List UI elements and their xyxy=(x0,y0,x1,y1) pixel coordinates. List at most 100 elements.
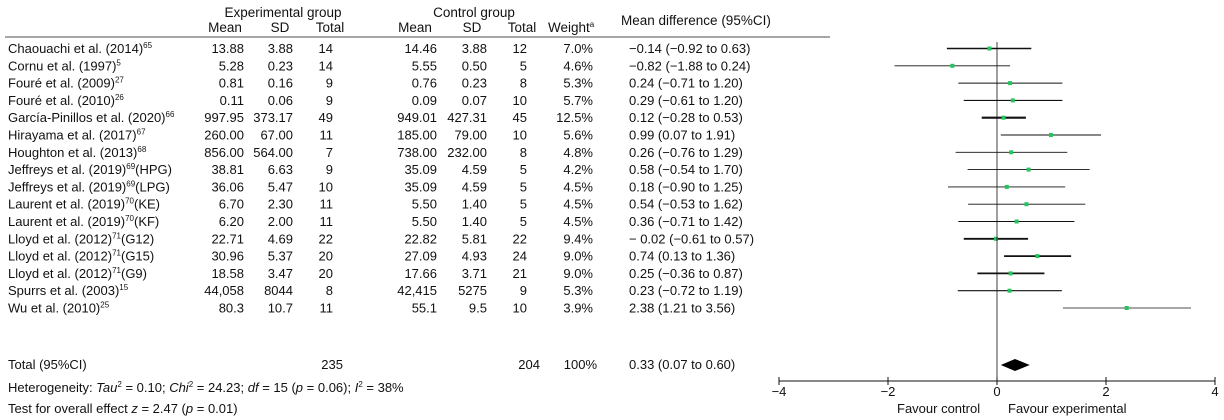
x-tick-label: 4 xyxy=(1211,384,1218,399)
cell-c-sd: 0.23 xyxy=(462,76,487,91)
cell-c-total: 24 xyxy=(513,249,527,264)
cell-c-sd: 5275 xyxy=(458,283,487,298)
cell-ci-text: 0.99 (0.07 to 1.91) xyxy=(629,128,735,143)
cell-c-mean: 35.09 xyxy=(404,179,437,194)
study-name: Spurrs et al. (2003)15 xyxy=(8,283,129,298)
cell-e-total: 8 xyxy=(326,283,333,298)
cell-e-sd: 564.00 xyxy=(253,145,293,160)
cell-c-total: 5 xyxy=(520,197,527,212)
cell-c-total: 21 xyxy=(513,266,527,281)
cell-e-sd: 0.06 xyxy=(268,93,293,108)
cell-e-mean: 5.28 xyxy=(219,58,244,73)
study-name: Chaouachi et al. (2014)65 xyxy=(8,41,153,56)
cell-c-total: 45 xyxy=(513,110,527,125)
cell-e-sd: 3.88 xyxy=(268,41,293,56)
cell-ci-text: 0.24 (−0.71 to 1.20) xyxy=(629,76,743,91)
cell-weight: 3.9% xyxy=(563,301,593,316)
cell-c-mean: 27.09 xyxy=(404,249,437,264)
heterogeneity-text: Heterogeneity: Tau2 = 0.10; Chi2 = 24.23… xyxy=(8,380,404,395)
cell-e-sd: 2.30 xyxy=(268,197,293,212)
cell-e-mean: 18.58 xyxy=(211,266,244,281)
study-name: Fouré et al. (2010)26 xyxy=(8,93,124,108)
study-name: Jeffreys et al. (2019)69(HPG) xyxy=(8,162,172,177)
cell-c-mean: 42,415 xyxy=(397,283,437,298)
cell-e-total: 9 xyxy=(326,76,333,91)
cell-c-total: 10 xyxy=(513,128,527,143)
cell-e-sd: 67.00 xyxy=(260,128,293,143)
cell-weight: 5.3% xyxy=(563,76,593,91)
cell-c-total: 5 xyxy=(520,162,527,177)
cell-weight: 4.2% xyxy=(563,162,593,177)
cell-e-total: 10 xyxy=(319,179,333,194)
cell-weight: 12.5% xyxy=(556,110,593,125)
cell-e-sd: 0.23 xyxy=(268,58,293,73)
cell-e-mean: 260.00 xyxy=(204,128,244,143)
cell-c-sd: 4.59 xyxy=(462,162,487,177)
cell-e-total: 14 xyxy=(319,41,333,56)
point-estimate-marker xyxy=(1004,184,1009,189)
cell-c-total: 10 xyxy=(513,93,527,108)
point-estimate-marker xyxy=(987,46,992,51)
cell-e-sd: 6.63 xyxy=(268,162,293,177)
cell-ci-text: 0.29 (−0.61 to 1.20) xyxy=(629,93,743,108)
cell-weight: 5.7% xyxy=(563,93,593,108)
cell-ci-text: 2.38 (1.21 to 3.56) xyxy=(629,301,735,316)
cell-c-mean: 0.09 xyxy=(412,93,437,108)
cell-e-total: 49 xyxy=(319,110,333,125)
cell-e-mean: 6.20 xyxy=(219,214,244,229)
point-estimate-marker xyxy=(1035,254,1040,259)
study-name: Houghton et al. (2013)68 xyxy=(8,145,147,160)
point-estimate-marker xyxy=(1026,167,1031,172)
cell-c-total: 8 xyxy=(520,145,527,160)
cell-ci-text: 0.74 (0.13 to 1.36) xyxy=(629,249,735,264)
study-name: García-Pinillos et al. (2020)66 xyxy=(8,110,175,125)
cell-c-sd: 4.93 xyxy=(462,249,487,264)
cell-weight: 7.0% xyxy=(563,41,593,56)
cell-c-sd: 427.31 xyxy=(447,110,487,125)
cell-ci-text: −0.82 (−1.88 to 0.24) xyxy=(629,58,750,73)
cell-c-sd: 5.81 xyxy=(462,231,487,246)
cell-e-total: 7 xyxy=(326,145,333,160)
point-estimate-marker xyxy=(1008,271,1013,276)
cell-c-total: 22 xyxy=(513,231,527,246)
cell-c-mean: 5.50 xyxy=(412,214,437,229)
study-name: Lloyd et al. (2012)71(G12) xyxy=(8,231,154,246)
cell-ci-text: 0.54 (−0.53 to 1.62) xyxy=(629,197,743,212)
total-ctl-n: 204 xyxy=(518,357,540,372)
cell-e-sd: 373.17 xyxy=(253,110,293,125)
cell-ci-text: − 0.02 (−0.61 to 0.57) xyxy=(629,231,754,246)
header-weight: Weighta xyxy=(548,20,595,35)
cell-ci-text: 0.18 (−0.90 to 1.25) xyxy=(629,179,743,194)
study-name: Lloyd et al. (2012)71(G9) xyxy=(8,266,147,281)
cell-c-mean: 55.1 xyxy=(412,301,437,316)
cell-c-mean: 738.00 xyxy=(397,145,437,160)
cell-e-mean: 80.3 xyxy=(219,301,244,316)
cell-e-mean: 0.81 xyxy=(219,76,244,91)
header-exp-sd: SD xyxy=(271,20,290,35)
header-ctl-sd: SD xyxy=(463,20,482,35)
cell-weight: 4.5% xyxy=(563,179,593,194)
cell-e-sd: 5.47 xyxy=(268,179,293,194)
cell-e-total: 22 xyxy=(319,231,333,246)
header-control-group: Control group xyxy=(433,5,515,20)
cell-e-total: 9 xyxy=(326,93,333,108)
cell-c-total: 5 xyxy=(520,58,527,73)
summary-diamond xyxy=(1000,359,1030,371)
cell-e-sd: 5.37 xyxy=(268,249,293,264)
cell-e-mean: 997.95 xyxy=(204,110,244,125)
cell-e-total: 14 xyxy=(319,58,333,73)
cell-c-sd: 79.00 xyxy=(454,128,487,143)
cell-e-sd: 0.16 xyxy=(268,76,293,91)
plot-area xyxy=(894,42,1192,381)
cell-weight: 9.4% xyxy=(563,231,593,246)
cell-e-mean: 22.71 xyxy=(211,231,244,246)
header-exp-total: Total xyxy=(316,20,345,35)
cell-weight: 5.6% xyxy=(563,128,593,143)
point-estimate-marker xyxy=(1024,202,1029,207)
favour-experimental-label: Favour experimental xyxy=(1008,401,1127,416)
cell-e-total: 9 xyxy=(326,162,333,177)
cell-c-total: 5 xyxy=(520,214,527,229)
cell-c-mean: 949.01 xyxy=(397,110,437,125)
cell-e-mean: 0.11 xyxy=(220,93,244,108)
